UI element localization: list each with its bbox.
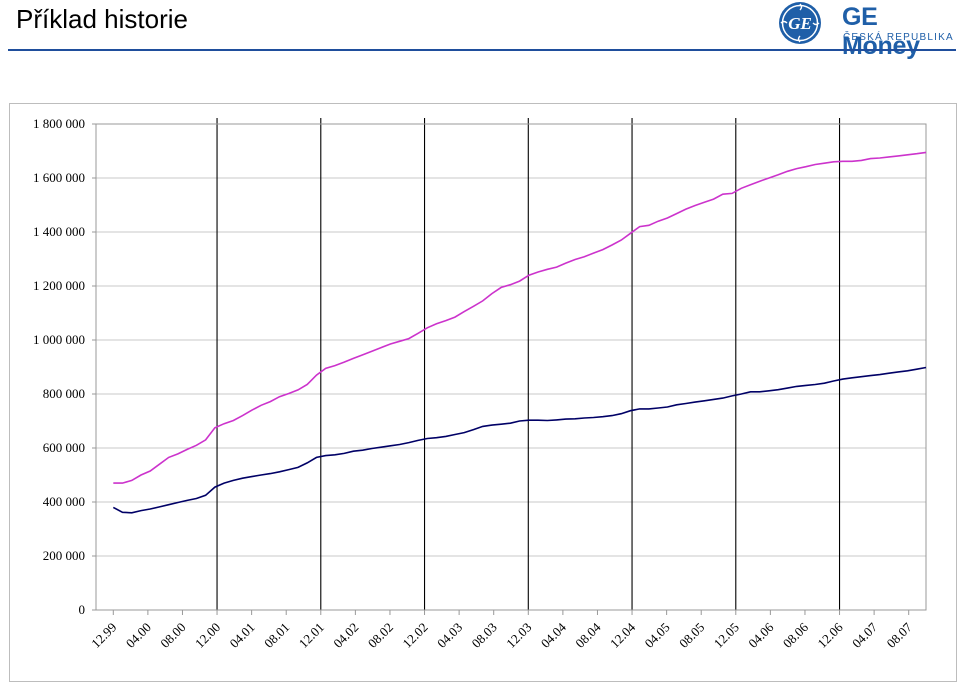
y-tick-label: 800 000	[43, 386, 85, 401]
x-tick-label: 04.05	[641, 620, 672, 651]
x-tick-label: 04.01	[226, 620, 257, 651]
x-tick-label: 08.03	[469, 620, 500, 651]
x-tick-label: 08.05	[676, 620, 707, 651]
y-tick-label: 1 600 000	[33, 170, 85, 185]
x-tick-label: 04.00	[123, 620, 154, 651]
plot-border	[95, 123, 927, 611]
x-tick-label: 12.04	[607, 619, 639, 651]
ge-logo: GE	[777, 0, 955, 46]
x-tick-label: 12.02	[399, 620, 430, 651]
x-tick-label: 08.07	[884, 619, 916, 651]
x-tick-label: 04.03	[434, 620, 465, 651]
header-divider	[8, 49, 956, 51]
brand-name: GE Money	[842, 3, 920, 60]
y-tick-label: 400 000	[43, 494, 85, 509]
year-end-markers	[216, 118, 841, 610]
y-tick-label: 1 000 000	[33, 332, 85, 347]
x-tick-label: 12.00	[192, 620, 223, 651]
x-tick-label: 12.06	[814, 619, 846, 651]
series-line-1	[113, 151, 927, 484]
x-tick-label: 12.99	[88, 620, 119, 651]
y-tick-label: 1 400 000	[33, 224, 85, 239]
x-tick-label: 08.06	[780, 619, 812, 651]
x-tick-label: 12.01	[296, 620, 327, 651]
x-tick-label: 08.01	[261, 620, 292, 651]
x-tick-label: 04.04	[538, 619, 570, 651]
x-tick-label: 12.03	[503, 620, 534, 651]
x-tick-label: 08.04	[572, 619, 604, 651]
x-tick-label: 08.00	[157, 620, 188, 651]
y-tick-label: 600 000	[43, 440, 85, 455]
x-tick-label: 04.07	[849, 619, 881, 651]
page-title: Příklad historie	[16, 4, 188, 34]
ge-monogram-text: GE	[788, 14, 812, 33]
chart-series	[112, 151, 927, 514]
y-tick-label: 0	[79, 602, 86, 617]
x-tick-label: 12.05	[711, 620, 742, 651]
y-tick-label: 200 000	[43, 548, 85, 563]
chart-gridlines	[96, 123, 926, 557]
y-tick-label: 1 800 000	[33, 116, 85, 131]
x-tick-label: 04.06	[745, 619, 777, 651]
y-axis: 0 200 000 400 000 600 000 800 000 1 000 000 1 …	[33, 116, 96, 617]
x-tick-label: 04.02	[330, 620, 361, 651]
y-tick-label: 1 200 000	[33, 278, 85, 293]
ge-monogram-icon: GE	[779, 2, 821, 44]
x-axis: 12.99 04.00 08.00 12.00 04.01 08.01 12.01 04.02…	[88, 610, 915, 651]
plot-area	[95, 123, 927, 611]
series-line-2	[112, 366, 927, 514]
brand-subtitle: ČESKÁ REPUBLIKA	[843, 32, 954, 43]
x-tick-label: 08.02	[365, 620, 396, 651]
chart-frame	[9, 103, 957, 682]
